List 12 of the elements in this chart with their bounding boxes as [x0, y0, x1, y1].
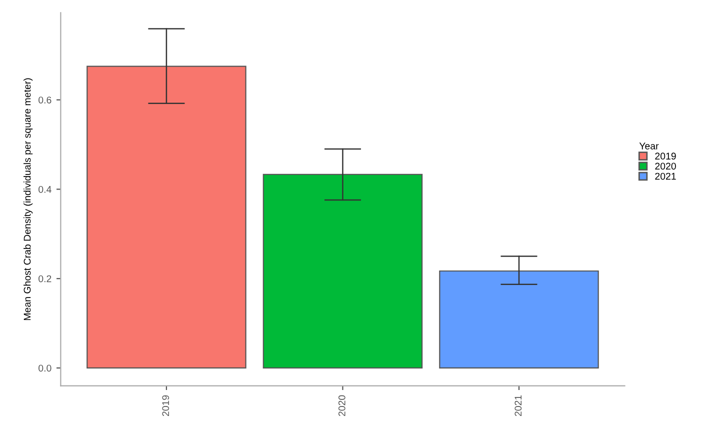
x-tick-label: 2021: [514, 395, 522, 416]
y-tick-label: 0.0: [38, 364, 52, 372]
legend-label: 2019: [655, 152, 676, 160]
y-tick-label: 0.4: [38, 186, 52, 193]
x-tick-label: 2019: [162, 395, 170, 416]
y-axis-title: Mean Ghost Crab Density (individuals per square meter): [24, 78, 33, 320]
y-tick-label: 0.6: [38, 96, 52, 104]
y-tick-label: 0.2: [38, 275, 52, 282]
legend-title: Year: [639, 142, 659, 150]
legend-label: 2021: [655, 172, 676, 180]
legend-label: 2020: [655, 162, 676, 170]
x-tick-label: 2020: [338, 395, 346, 416]
